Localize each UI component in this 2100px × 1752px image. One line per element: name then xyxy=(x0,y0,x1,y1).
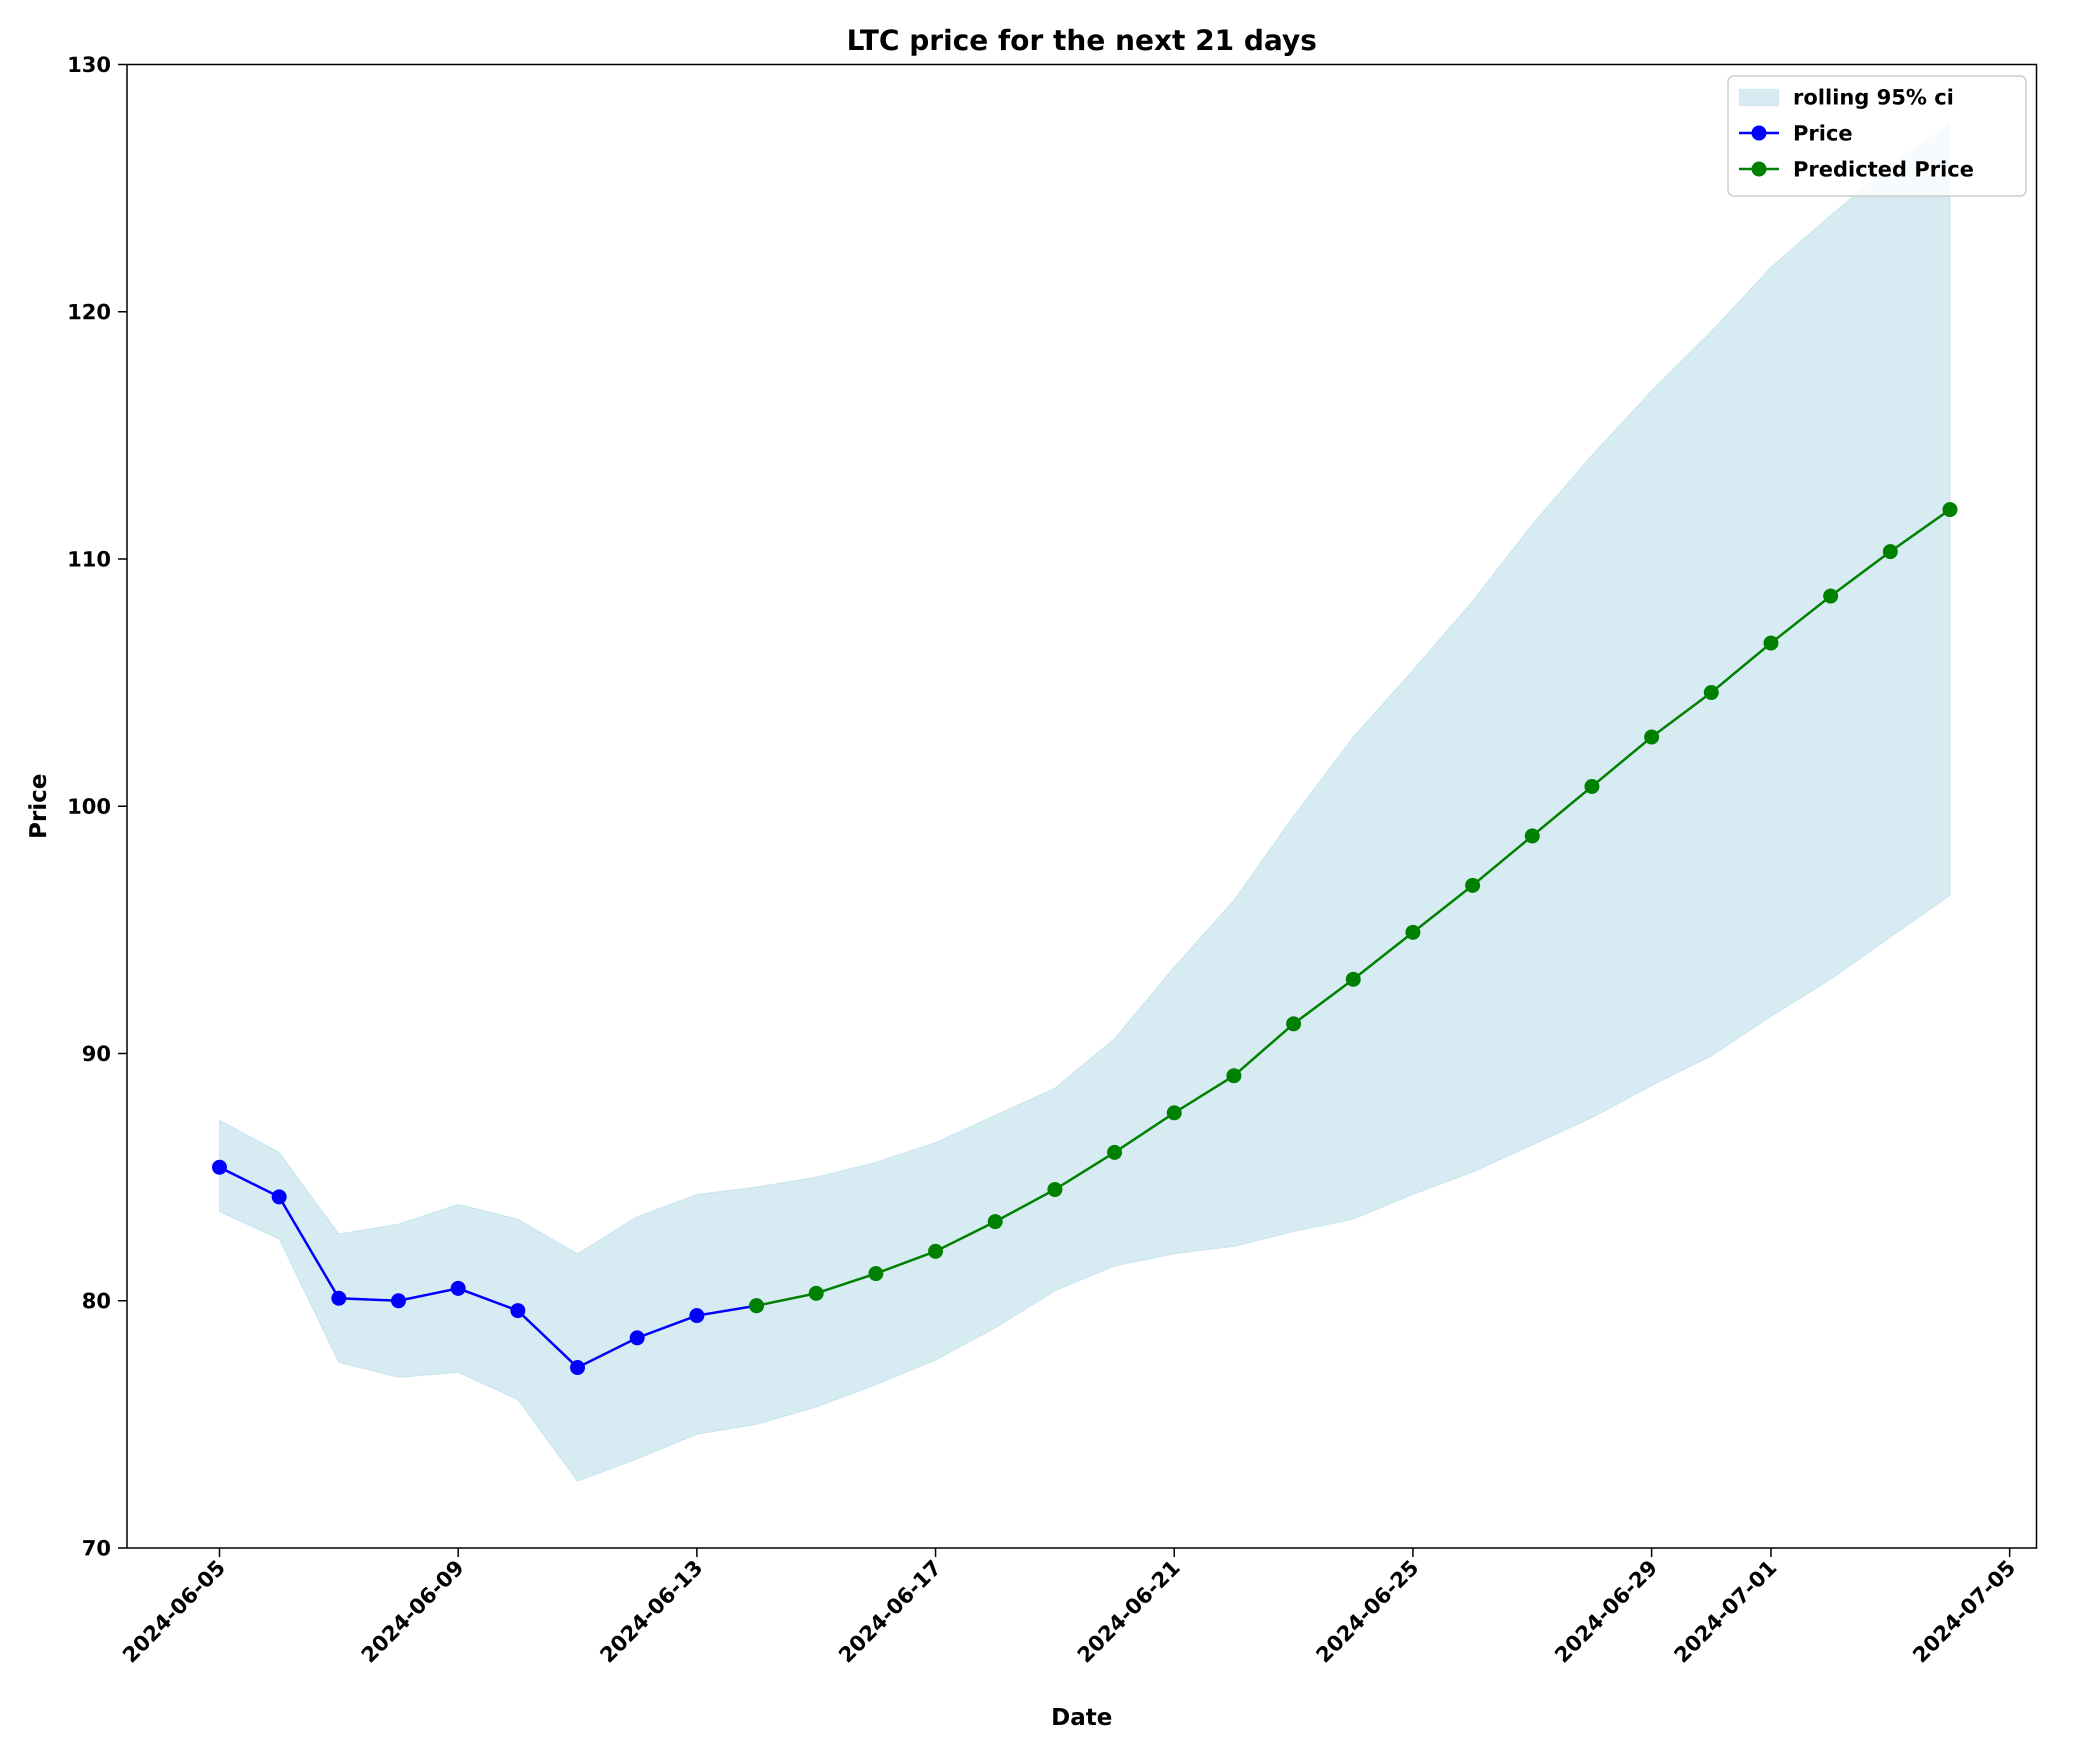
price-point xyxy=(212,1160,227,1175)
predicted-price-point xyxy=(1584,778,1600,794)
x-tick-label: 2024-06-09 xyxy=(356,1555,469,1668)
predicted-price-point xyxy=(1107,1144,1122,1160)
price-point xyxy=(391,1293,406,1308)
y-axis-label: Price xyxy=(24,774,52,839)
legend-swatch-rolling-95-ci xyxy=(1738,88,1780,106)
x-tick-label: 2024-06-05 xyxy=(118,1555,230,1668)
price-line xyxy=(218,1166,757,1370)
price-point xyxy=(272,1189,287,1204)
price-point xyxy=(450,1280,466,1296)
predicted-price-point xyxy=(1882,544,1898,560)
legend-marker-predicted-price xyxy=(1752,162,1766,176)
predicted-price-point xyxy=(1166,1105,1182,1120)
x-axis: 2024-06-05 2024-06-09 2024-06-13 2024-06-17… xyxy=(118,1548,2020,1668)
legend-label-predicted-price: Predicted Price xyxy=(1793,157,1974,182)
legend-marker-price xyxy=(1752,126,1766,140)
price-point xyxy=(630,1330,645,1346)
legend: rolling 95% ci Price Predicted Price xyxy=(1727,75,2027,197)
x-tick-label: 2024-06-21 xyxy=(1072,1555,1185,1668)
predicted-price-point xyxy=(1047,1182,1062,1197)
series-layer xyxy=(212,502,1958,1376)
predicted-price-point xyxy=(928,1244,944,1259)
predicted-price-point xyxy=(1823,588,1838,604)
price-point xyxy=(331,1290,346,1306)
x-tick-label: 2024-06-25 xyxy=(1311,1555,1424,1668)
y-tick-label: 100 xyxy=(67,794,111,819)
predicted-price-point xyxy=(1704,685,1719,700)
ci-band-layer xyxy=(218,122,1950,1482)
predicted-price-point xyxy=(1644,730,1660,745)
y-tick-label: 70 xyxy=(82,1536,111,1560)
price-point xyxy=(570,1360,586,1376)
predicted-price-point xyxy=(1942,502,1958,518)
y-tick-label: 110 xyxy=(67,547,111,572)
predicted-price-point xyxy=(1405,924,1420,940)
predicted-price-point xyxy=(988,1214,1003,1230)
x-tick-label: 2024-07-05 xyxy=(1908,1555,2020,1668)
y-tick-label: 120 xyxy=(67,300,111,324)
chart-title: LTC price for the next 21 days xyxy=(846,24,1317,57)
predicted-price-point xyxy=(1226,1068,1242,1084)
x-tick-label: 2024-07-01 xyxy=(1669,1555,1782,1668)
predicted-price-point xyxy=(1286,1016,1302,1032)
predicted-price-point xyxy=(1524,828,1540,844)
y-tick-label: 90 xyxy=(82,1042,111,1066)
x-tick-label: 2024-06-29 xyxy=(1550,1555,1662,1668)
price-point xyxy=(689,1308,704,1324)
y-tick-label: 80 xyxy=(82,1289,111,1314)
predicted-price-point xyxy=(868,1266,884,1282)
price-point xyxy=(510,1303,526,1318)
legend-box xyxy=(1727,75,2027,197)
x-tick-label: 2024-06-13 xyxy=(595,1555,708,1668)
y-axis: 70 80 90 100 110 120 130 xyxy=(67,52,127,1560)
y-tick-label: 130 xyxy=(67,52,111,77)
predicted-price-point xyxy=(808,1286,824,1301)
x-tick-label: 2024-06-17 xyxy=(834,1555,946,1668)
predicted-price-point xyxy=(1763,636,1778,651)
predicted-price-point xyxy=(1465,878,1480,893)
predicted-price-point xyxy=(1346,972,1361,987)
ci-band xyxy=(218,122,1950,1482)
legend-label-rolling-95-ci: rolling 95% ci xyxy=(1793,85,1954,110)
legend-label-price: Price xyxy=(1793,121,1852,146)
x-axis-label: Date xyxy=(1051,1704,1112,1730)
predicted-price-point xyxy=(749,1298,764,1314)
